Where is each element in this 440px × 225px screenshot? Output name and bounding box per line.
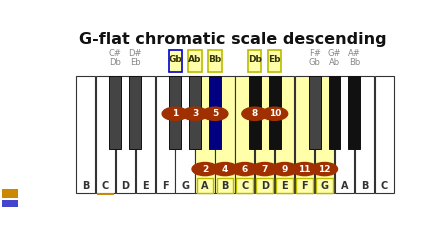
- FancyBboxPatch shape: [348, 76, 360, 148]
- Text: 9: 9: [282, 164, 288, 173]
- Text: 11: 11: [298, 164, 311, 173]
- Circle shape: [312, 162, 337, 176]
- Text: Db: Db: [110, 58, 121, 67]
- FancyBboxPatch shape: [109, 76, 121, 148]
- FancyBboxPatch shape: [216, 178, 233, 193]
- Text: Ab: Ab: [188, 54, 202, 63]
- FancyBboxPatch shape: [315, 76, 334, 193]
- FancyBboxPatch shape: [257, 178, 273, 193]
- Text: C: C: [241, 181, 249, 191]
- Text: C: C: [381, 181, 388, 191]
- Text: basicmusictheory.com: basicmusictheory.com: [7, 77, 12, 148]
- Text: D: D: [261, 181, 269, 191]
- FancyBboxPatch shape: [335, 76, 354, 193]
- Text: D#: D#: [128, 49, 142, 58]
- Circle shape: [182, 107, 208, 120]
- Text: A#: A#: [348, 49, 361, 58]
- Text: F: F: [301, 181, 308, 191]
- Text: C: C: [102, 181, 109, 191]
- FancyBboxPatch shape: [188, 50, 202, 72]
- FancyBboxPatch shape: [197, 178, 213, 193]
- FancyBboxPatch shape: [249, 76, 261, 148]
- FancyBboxPatch shape: [248, 50, 261, 72]
- Text: C#: C#: [109, 49, 122, 58]
- Text: 7: 7: [262, 164, 268, 173]
- FancyBboxPatch shape: [235, 76, 254, 193]
- Text: D: D: [121, 181, 129, 191]
- Text: F#: F#: [308, 49, 320, 58]
- Circle shape: [262, 107, 288, 120]
- Text: E: E: [142, 181, 149, 191]
- Text: 12: 12: [318, 164, 331, 173]
- FancyBboxPatch shape: [275, 76, 294, 193]
- Text: Ab: Ab: [329, 58, 340, 67]
- FancyBboxPatch shape: [329, 76, 341, 148]
- FancyBboxPatch shape: [295, 76, 314, 193]
- FancyBboxPatch shape: [355, 76, 374, 193]
- Text: 1: 1: [172, 109, 178, 118]
- FancyBboxPatch shape: [276, 178, 293, 193]
- Text: Bb: Bb: [208, 54, 222, 63]
- Circle shape: [252, 162, 278, 176]
- Bar: [2, 200, 18, 207]
- Text: Eb: Eb: [268, 54, 281, 63]
- Text: G-flat chromatic scale descending: G-flat chromatic scale descending: [78, 32, 386, 47]
- Text: Bb: Bb: [349, 58, 360, 67]
- FancyBboxPatch shape: [316, 178, 333, 193]
- Circle shape: [242, 107, 268, 120]
- Circle shape: [292, 162, 318, 176]
- FancyBboxPatch shape: [236, 178, 253, 193]
- FancyBboxPatch shape: [129, 76, 141, 148]
- Circle shape: [272, 162, 297, 176]
- Text: Gb: Gb: [168, 54, 182, 63]
- FancyBboxPatch shape: [375, 76, 394, 193]
- FancyBboxPatch shape: [209, 76, 221, 148]
- FancyBboxPatch shape: [269, 76, 281, 148]
- Circle shape: [192, 162, 218, 176]
- FancyBboxPatch shape: [76, 76, 95, 193]
- FancyBboxPatch shape: [176, 76, 194, 193]
- Circle shape: [212, 162, 238, 176]
- FancyBboxPatch shape: [255, 76, 275, 193]
- Text: Db: Db: [248, 54, 262, 63]
- FancyBboxPatch shape: [209, 50, 221, 72]
- Text: Eb: Eb: [130, 58, 140, 67]
- Text: 4: 4: [222, 164, 228, 173]
- Text: A: A: [341, 181, 348, 191]
- Text: E: E: [282, 181, 288, 191]
- Bar: [2, 189, 18, 198]
- Text: G: G: [181, 181, 189, 191]
- Text: G#: G#: [328, 49, 341, 58]
- Text: B: B: [221, 181, 229, 191]
- Circle shape: [232, 162, 258, 176]
- Text: 6: 6: [242, 164, 248, 173]
- Text: Gb: Gb: [308, 58, 320, 67]
- Text: 3: 3: [192, 109, 198, 118]
- FancyBboxPatch shape: [296, 178, 313, 193]
- Text: B: B: [361, 181, 368, 191]
- Text: 8: 8: [252, 109, 258, 118]
- Circle shape: [162, 107, 188, 120]
- Text: F: F: [162, 181, 169, 191]
- FancyBboxPatch shape: [136, 76, 155, 193]
- FancyBboxPatch shape: [96, 76, 115, 193]
- FancyBboxPatch shape: [97, 193, 114, 195]
- Text: A: A: [201, 181, 209, 191]
- Text: 10: 10: [268, 109, 281, 118]
- FancyBboxPatch shape: [215, 76, 235, 193]
- FancyBboxPatch shape: [195, 76, 215, 193]
- Text: G: G: [321, 181, 329, 191]
- FancyBboxPatch shape: [189, 76, 201, 148]
- FancyBboxPatch shape: [169, 50, 182, 72]
- Text: B: B: [82, 181, 89, 191]
- FancyBboxPatch shape: [116, 76, 135, 193]
- Circle shape: [202, 107, 228, 120]
- FancyBboxPatch shape: [155, 76, 175, 193]
- Text: 2: 2: [202, 164, 208, 173]
- FancyBboxPatch shape: [268, 50, 281, 72]
- FancyBboxPatch shape: [169, 76, 181, 148]
- Text: 5: 5: [212, 109, 218, 118]
- FancyBboxPatch shape: [308, 76, 321, 148]
